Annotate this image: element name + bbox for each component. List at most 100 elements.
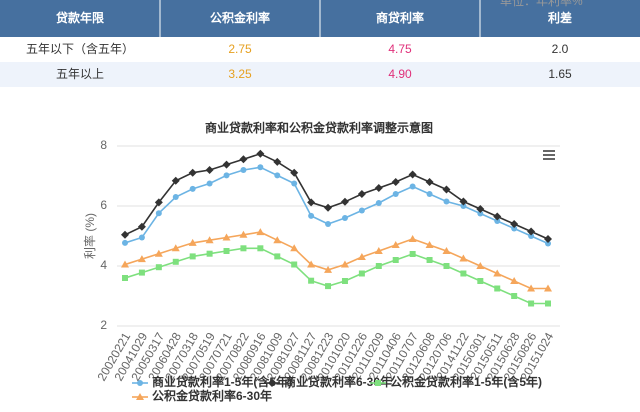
point xyxy=(460,270,467,277)
point xyxy=(206,180,213,187)
point xyxy=(324,265,333,273)
table-cell: 4.75 xyxy=(388,42,412,56)
point xyxy=(257,164,264,171)
point xyxy=(528,300,535,307)
point xyxy=(477,278,484,284)
point xyxy=(188,238,197,246)
series-line xyxy=(124,231,548,290)
point xyxy=(171,244,180,252)
point xyxy=(325,221,332,227)
point xyxy=(154,249,163,257)
point xyxy=(121,260,129,268)
point xyxy=(122,239,128,246)
point xyxy=(374,247,383,254)
point xyxy=(545,300,551,307)
point xyxy=(257,245,264,252)
point xyxy=(121,230,129,239)
legend-label: 商业贷款利率1-5年(含5年) xyxy=(152,374,292,389)
point xyxy=(443,263,450,269)
table-cell: 五年以上 xyxy=(56,67,104,81)
point xyxy=(476,262,485,269)
point xyxy=(494,218,501,224)
point xyxy=(308,277,315,284)
point xyxy=(172,258,179,265)
point xyxy=(528,233,535,239)
point xyxy=(392,257,399,263)
point xyxy=(442,185,451,194)
table-cell: 2.0 xyxy=(552,42,569,56)
table-cell: 3.25 xyxy=(228,67,252,81)
point xyxy=(510,220,519,228)
point xyxy=(442,247,451,254)
table-header-cell: 商贷利率 xyxy=(376,10,424,25)
point xyxy=(223,172,230,179)
point xyxy=(374,184,383,192)
point xyxy=(274,253,281,260)
point xyxy=(155,264,162,271)
point xyxy=(493,269,502,277)
point xyxy=(341,278,348,284)
legend-label: 公积金贷款利率1-5年(含5年) xyxy=(390,374,542,389)
table-row-bg xyxy=(0,62,640,87)
point xyxy=(409,251,416,257)
point xyxy=(391,241,400,248)
series-line xyxy=(124,152,549,240)
point xyxy=(122,275,128,281)
point xyxy=(274,172,281,179)
point xyxy=(459,254,468,262)
legend-marker xyxy=(375,380,381,386)
table-header-cell: 贷款年限 xyxy=(56,10,104,25)
unit-note: 单位：年利率% xyxy=(500,0,583,8)
point xyxy=(494,285,501,292)
point xyxy=(137,255,146,263)
point xyxy=(137,222,146,231)
point xyxy=(493,212,502,221)
point xyxy=(222,160,231,169)
point xyxy=(308,212,315,219)
table-cell: 五年以下（含五年） xyxy=(26,41,134,56)
point xyxy=(544,235,552,243)
point xyxy=(172,194,179,200)
legend-marker xyxy=(137,380,143,386)
point xyxy=(324,203,333,212)
table-cell: 2.75 xyxy=(228,42,252,56)
point xyxy=(222,233,231,241)
point xyxy=(409,183,416,190)
point xyxy=(239,155,248,164)
point xyxy=(155,210,162,217)
point xyxy=(511,293,518,299)
point xyxy=(341,215,348,221)
point xyxy=(358,270,365,277)
point xyxy=(290,244,299,252)
point xyxy=(425,241,434,248)
point xyxy=(206,250,213,257)
series-line xyxy=(124,247,548,305)
point xyxy=(291,180,298,187)
point xyxy=(460,203,467,209)
point xyxy=(408,235,417,242)
point xyxy=(307,198,316,207)
point xyxy=(545,240,551,247)
y-tick-label: 2 xyxy=(100,318,107,332)
point xyxy=(188,168,197,177)
point xyxy=(223,248,230,254)
y-axis-label: 利率 (%) xyxy=(82,213,97,259)
point xyxy=(205,166,214,174)
point xyxy=(239,230,248,238)
point xyxy=(189,253,196,260)
point xyxy=(408,170,417,179)
legend-marker xyxy=(136,393,144,400)
point xyxy=(340,260,349,268)
point xyxy=(527,284,536,292)
point xyxy=(189,185,196,192)
table-cell: 1.65 xyxy=(548,67,572,81)
point xyxy=(392,191,399,197)
point xyxy=(426,257,433,263)
point xyxy=(527,227,536,236)
point xyxy=(138,234,145,241)
point xyxy=(307,260,316,268)
menu-bar xyxy=(543,150,555,152)
point xyxy=(544,284,552,292)
menu-icon[interactable] xyxy=(543,150,555,160)
point xyxy=(425,178,434,186)
